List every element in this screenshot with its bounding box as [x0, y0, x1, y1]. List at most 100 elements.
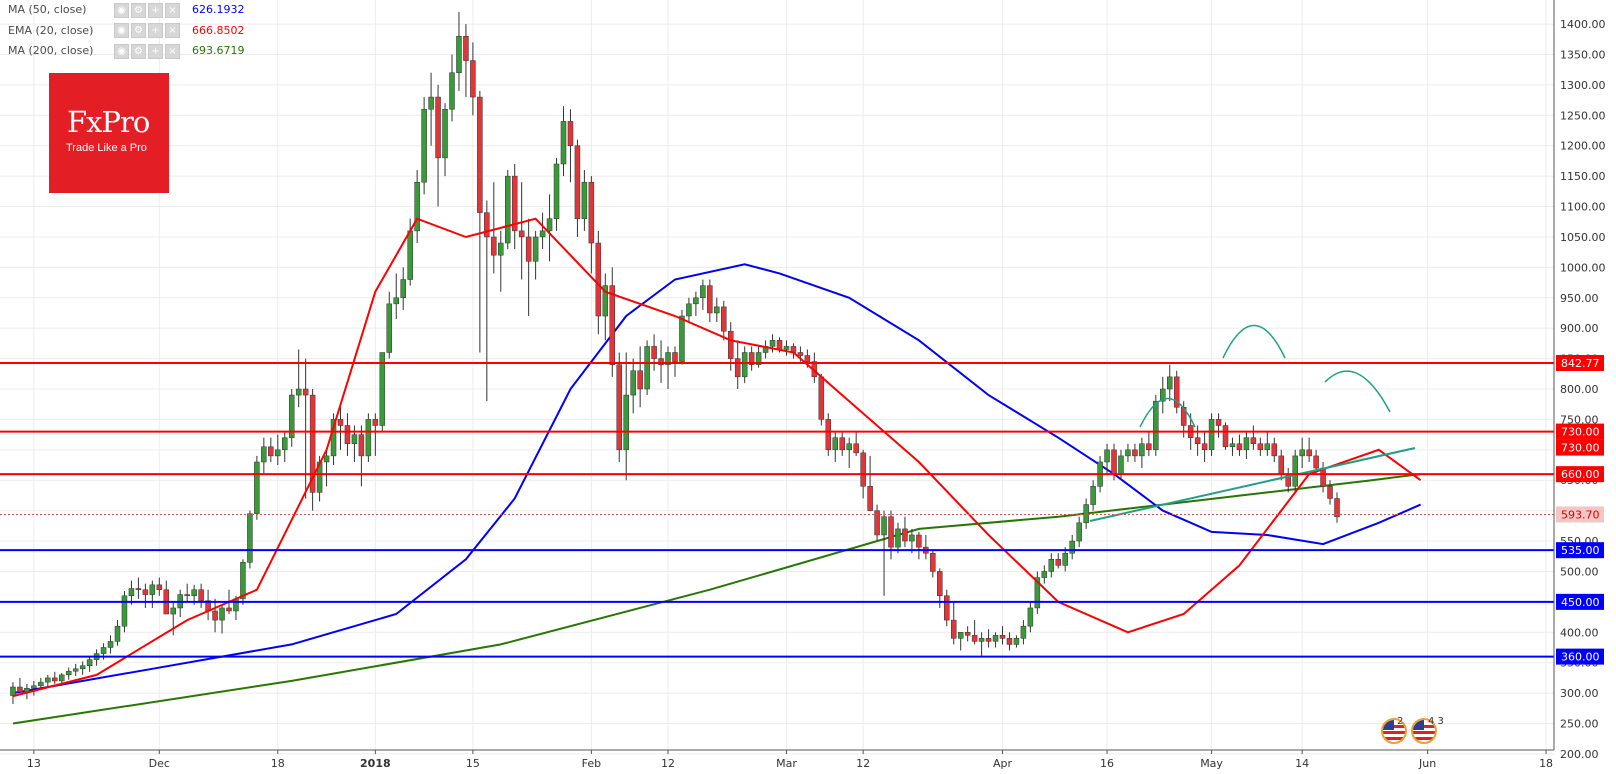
candle-body	[916, 534, 922, 548]
candle-body	[156, 584, 163, 590]
pattern-arc	[1324, 370, 1391, 413]
candle-body	[734, 358, 741, 378]
x-tick-label: 13	[27, 757, 41, 770]
candle-body	[714, 306, 720, 314]
eye-icon[interactable]: ◉	[114, 43, 129, 59]
candle-body	[630, 370, 636, 396]
eye-icon[interactable]: ◉	[114, 2, 129, 18]
plus-icon[interactable]: +	[148, 43, 163, 59]
candle-body	[135, 588, 142, 590]
y-tick-label: 250.00	[1560, 718, 1599, 731]
candle-body	[525, 236, 532, 262]
us-flag-event-icon[interactable]	[1411, 718, 1437, 744]
y-tick-label: 950.00	[1560, 292, 1599, 305]
candle-body	[1027, 607, 1034, 627]
candle-body	[504, 175, 511, 244]
gear-icon[interactable]: ⚙	[131, 43, 146, 59]
candle-body	[1222, 425, 1229, 448]
candle-body	[937, 571, 943, 597]
candle-body	[1229, 443, 1236, 448]
candle-body	[776, 340, 783, 350]
candle-body	[1020, 625, 1027, 639]
candle-body	[38, 681, 44, 687]
close-icon[interactable]: ×	[165, 2, 180, 18]
candle-body	[1069, 540, 1075, 554]
event-count: 2	[1397, 716, 1404, 727]
y-tick-label: 1400.00	[1560, 18, 1606, 31]
level-label-box	[1556, 439, 1604, 456]
x-tick-label: 18	[271, 757, 285, 770]
gear-icon[interactable]: ⚙	[131, 2, 146, 18]
legend-label: MA (50, close)	[8, 3, 87, 17]
candle-body	[999, 635, 1006, 639]
x-tick-label: 15	[466, 757, 480, 770]
candle-body	[281, 437, 288, 451]
candle-body	[1236, 443, 1243, 451]
candle-body	[1243, 437, 1250, 451]
candle-body	[518, 230, 525, 238]
candle-body	[588, 181, 595, 244]
plus-icon[interactable]: +	[148, 2, 163, 18]
candle-body	[609, 285, 616, 365]
candle-body	[254, 461, 260, 514]
candle-body	[1076, 522, 1082, 542]
x-tick-label: Feb	[582, 757, 601, 770]
x-tick-label: 12	[856, 757, 870, 770]
legend-row-ma50[interactable]: MA (50, close) ◉ ⚙ + × 626.1932	[8, 0, 245, 21]
close-icon[interactable]: ×	[165, 23, 180, 39]
candle-body	[964, 632, 971, 636]
candle-body	[1208, 419, 1215, 451]
candle-body	[435, 96, 441, 159]
candle-body	[853, 443, 859, 454]
candle-body	[748, 352, 755, 365]
candle-body	[288, 394, 295, 438]
candle-body	[602, 285, 609, 317]
candle-body	[1090, 486, 1096, 505]
candle-body	[755, 352, 762, 365]
close-icon[interactable]: ×	[165, 43, 180, 59]
legend-label: MA (200, close)	[8, 44, 94, 58]
candle-body	[1334, 498, 1340, 517]
candle-body	[79, 665, 86, 670]
legend-label: EMA (20, close)	[8, 23, 94, 37]
candle-body	[1006, 638, 1013, 645]
legend-row-ma200[interactable]: MA (200, close) ◉ ⚙ + × 693.6719	[8, 41, 245, 62]
y-tick-label: 1250.00	[1560, 109, 1606, 122]
legend-row-ema20[interactable]: EMA (20, close) ◉ ⚙ + × 666.8502	[8, 21, 245, 42]
candle-body	[184, 594, 190, 597]
candle-body	[1041, 571, 1048, 578]
candle-body	[818, 376, 825, 420]
candle-body	[686, 303, 692, 317]
candle-body	[978, 638, 985, 642]
pattern-arc	[1139, 397, 1196, 428]
candle-body	[1062, 552, 1068, 566]
candle-body	[386, 303, 393, 353]
candle-body	[574, 145, 581, 219]
candle-body	[463, 35, 469, 61]
trend-line	[1089, 447, 1416, 522]
x-tick-label: Dec	[149, 757, 170, 770]
level-label: 660.00	[1561, 468, 1600, 481]
candle-body	[121, 595, 128, 627]
candle-body	[240, 562, 246, 600]
candle-body	[323, 455, 330, 463]
candle-body	[874, 510, 880, 536]
candle-body	[1111, 449, 1117, 475]
candle-body	[909, 534, 915, 542]
candle-body	[491, 236, 497, 256]
candle-body	[10, 686, 16, 696]
candle-body	[302, 388, 309, 396]
candle-body	[1306, 449, 1312, 457]
eye-icon[interactable]: ◉	[114, 23, 129, 39]
candle-body	[219, 607, 225, 621]
candle-body	[727, 330, 734, 359]
candle-body	[616, 364, 622, 451]
candle-body	[1194, 437, 1201, 444]
plus-icon[interactable]: +	[148, 23, 163, 39]
candle-body	[65, 670, 72, 676]
us-flag-event-icon[interactable]	[1381, 718, 1407, 744]
gear-icon[interactable]: ⚙	[131, 23, 146, 39]
candle-body	[741, 352, 748, 378]
candle-body	[1278, 455, 1285, 475]
